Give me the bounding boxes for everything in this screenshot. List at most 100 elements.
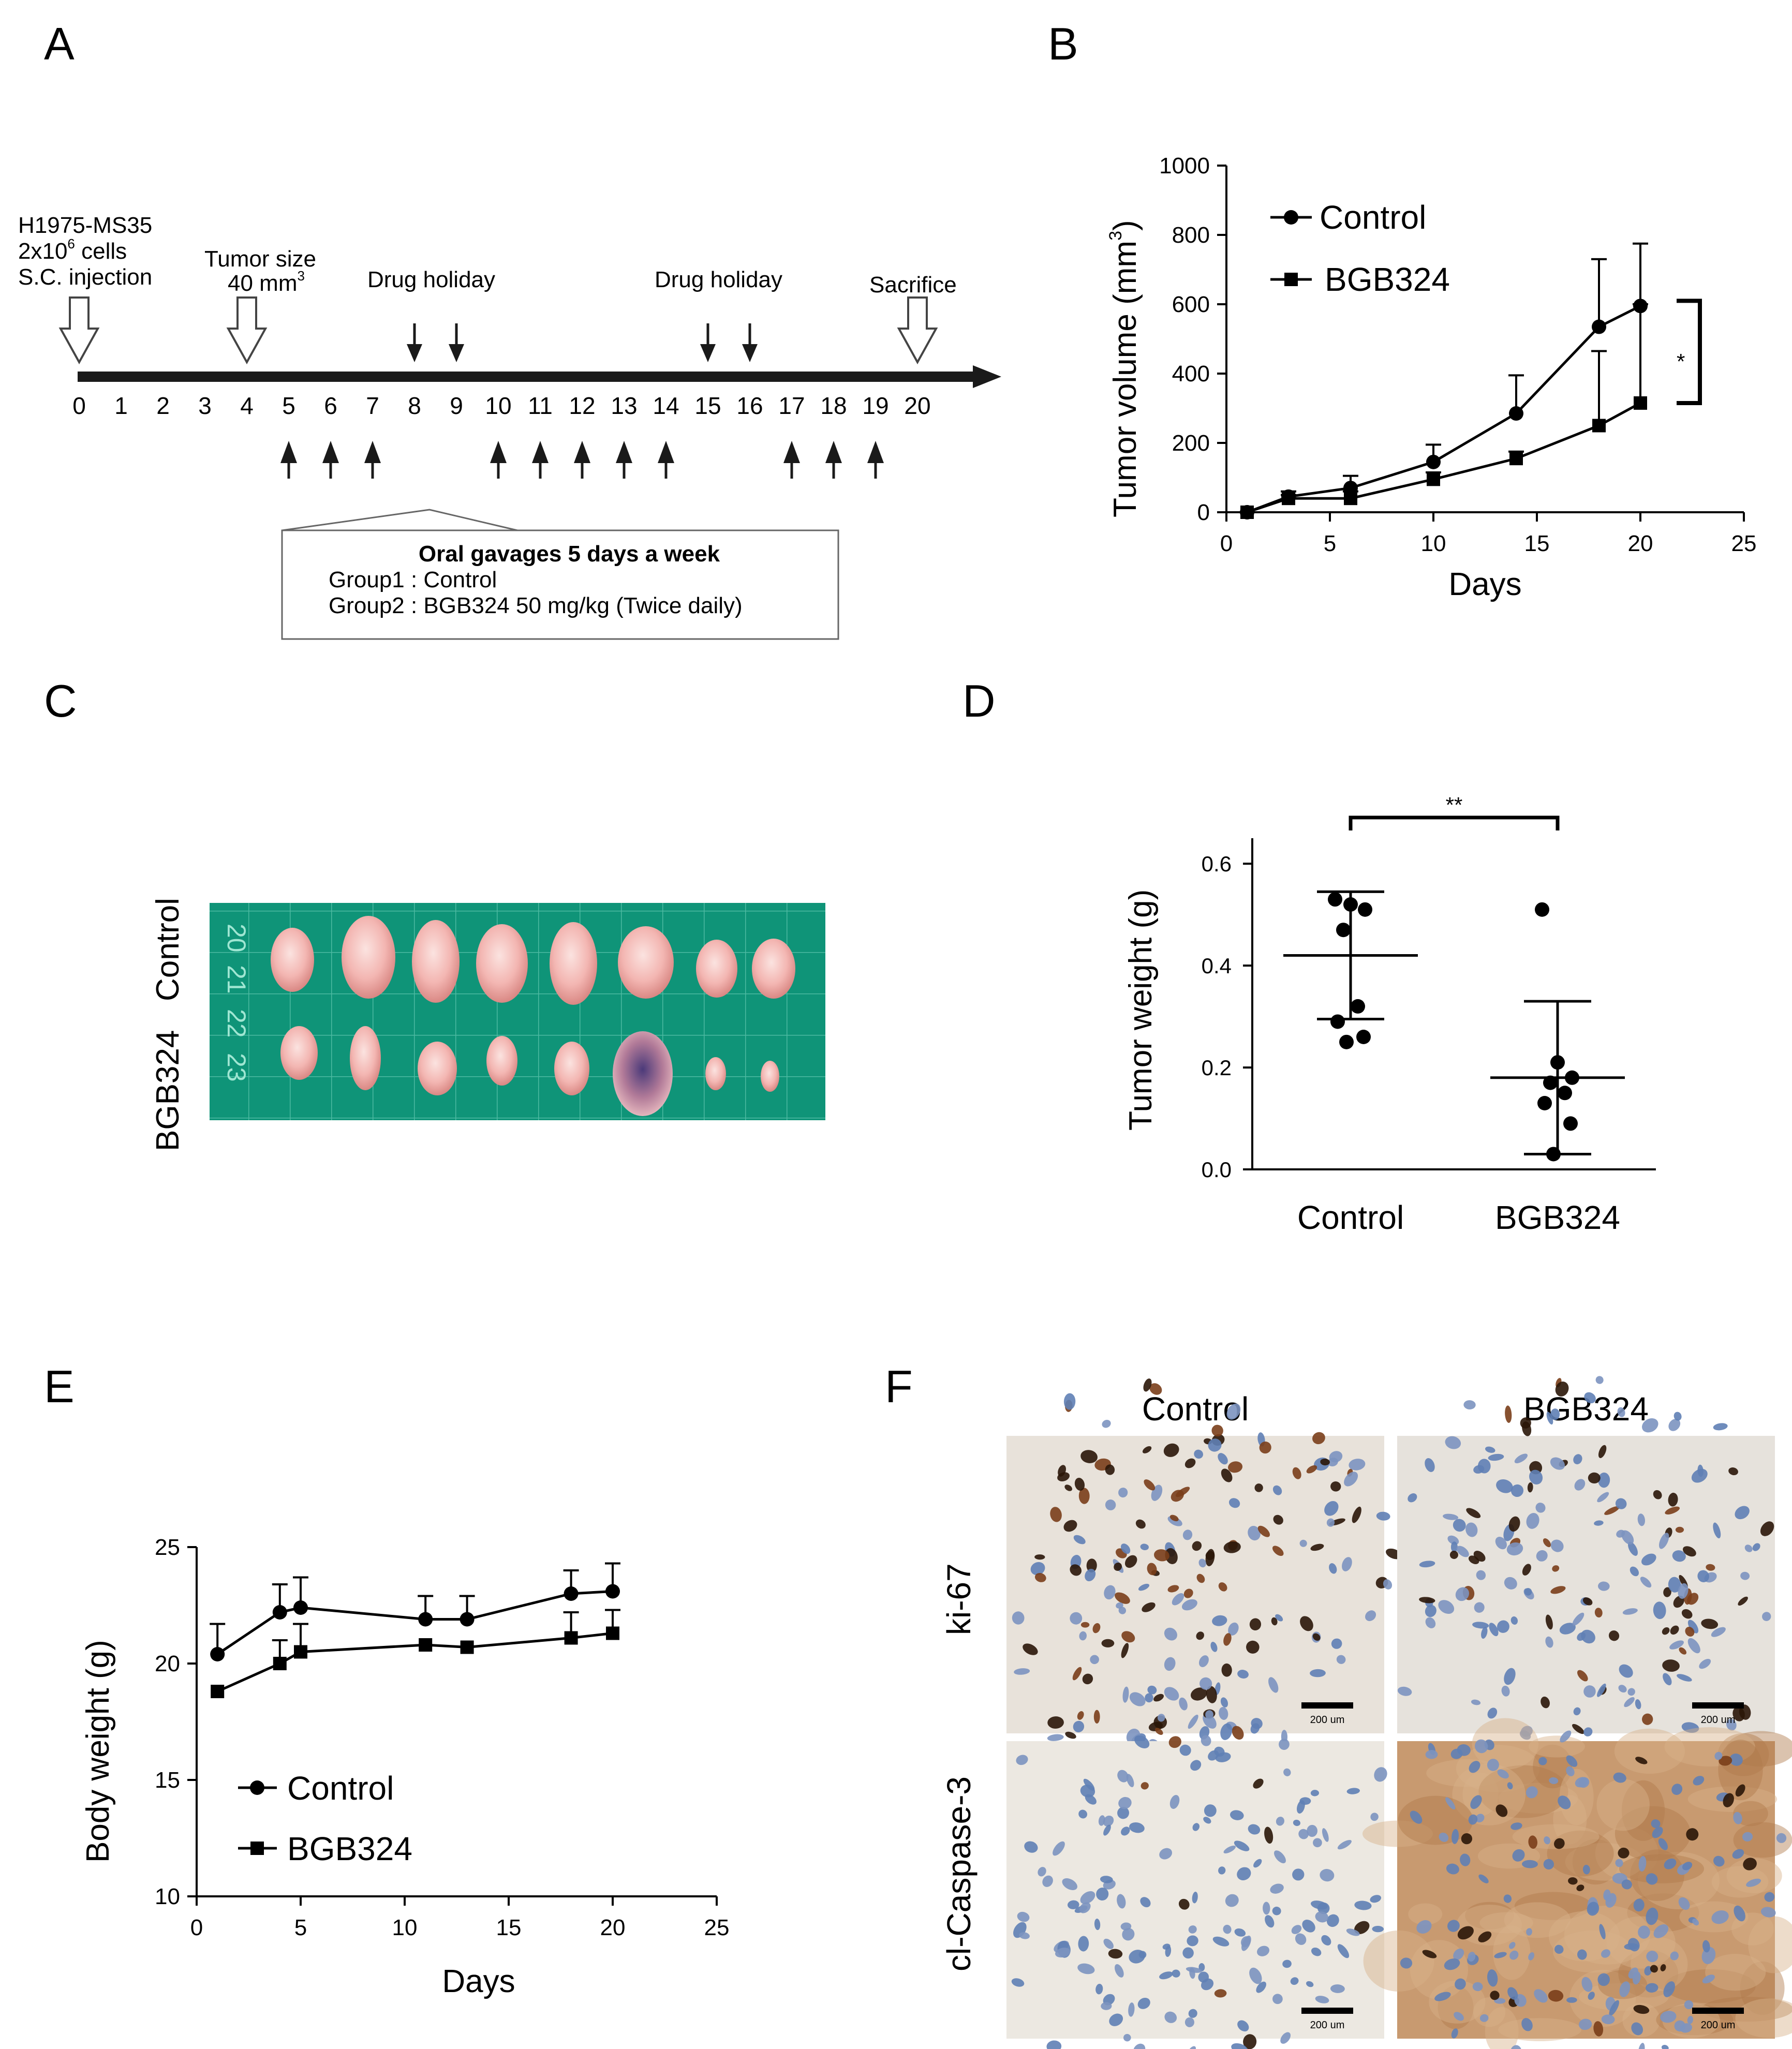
panel-label-c: C [44,675,77,726]
stain-patch [1717,1733,1769,1776]
cell-nucleus [1506,1542,1523,1556]
cell-nucleus [1550,1586,1566,1594]
cell-nucleus [1253,1778,1264,1789]
cell-nucleus [1057,1472,1070,1481]
scale-bar [1692,1702,1744,1709]
micrograph-background [1397,1436,1775,1733]
cell-nucleus [1365,1610,1376,1621]
cell-nucleus [1514,1453,1528,1464]
cell-nucleus [1179,1697,1188,1711]
cell-nucleus [1638,1925,1650,1939]
cell-nucleus [1583,1727,1593,1736]
tumor [618,926,674,999]
ihc-caspase-bgb324: 200 um [1362,1683,1792,2049]
cell-nucleus [1653,1601,1666,1620]
cell-nucleus [1214,1989,1227,1998]
cell-nucleus [1581,1977,1593,1992]
cell-nucleus [1121,1631,1135,1643]
cell-nucleus [1168,1736,1181,1748]
tumor [350,1026,381,1090]
cell-nucleus [1122,1928,1135,1941]
cell-nucleus [1507,1987,1518,2000]
cell-nucleus [1190,1687,1207,1701]
stain-patch [1631,1937,1688,1991]
day-label: 6 [324,392,337,419]
cell-nucleus [1164,1627,1177,1641]
day-label: 20 [904,392,930,419]
cell-nucleus [1312,1633,1321,1641]
cell-nucleus [1064,1484,1072,1491]
tumor [705,1057,726,1090]
cell-nucleus [1320,1458,1330,1466]
cell-nucleus [1651,1819,1661,1829]
stain-patch [1619,1854,1705,1883]
significance-marker: * [1677,349,1685,374]
dosing-arrowhead [322,441,339,463]
cell-nucleus [1133,2043,1146,2049]
data-point-bgb324 [1427,472,1440,486]
cell-nucleus [1454,2012,1464,2021]
scale-bar-label: 200 um [1701,2020,1736,2031]
cell-nucleus [1495,1804,1508,1817]
cell-nucleus [1100,1876,1113,1883]
data-point-control [418,1612,433,1627]
cell-nucleus [1265,1915,1275,1928]
ruler-20: 20 [222,924,251,953]
cell-nucleus [1221,1663,1232,1677]
cell-nucleus [1686,1828,1699,1841]
cell-nucleus [1624,1943,1639,1950]
cell-nucleus [1559,1623,1576,1635]
cell-nucleus [1470,1795,1482,1809]
data-point-control [293,1600,308,1615]
data-point-bgb324 [1240,506,1254,519]
cell-nucleus [1726,1718,1737,1731]
cell-nucleus [1354,1921,1370,1934]
cell-nucleus [1702,1940,1710,1953]
cell-nucleus [1228,1622,1239,1636]
cell-nucleus [1473,1551,1486,1562]
drug-holiday-label-1: Drug holiday [367,267,495,292]
data-point-bgb324 [211,1685,225,1698]
scale-bar-label: 200 um [1310,1714,1345,1726]
tumor-large [613,1031,673,1116]
cell-nucleus [1450,1748,1463,1759]
cell-nucleus [1135,1519,1146,1529]
cell-nucleus [1522,1860,1538,1868]
x-tick-label: 5 [294,1915,307,1940]
cell-nucleus [1549,1777,1559,1784]
data-point-bgb324 [1592,419,1606,433]
cell-nucleus [1641,1553,1656,1566]
cell-nucleus [1254,1483,1263,1492]
cell-nucleus [1658,1838,1668,1850]
cell-nucleus [1352,1506,1361,1523]
cell-nucleus [1594,1520,1604,1526]
cell-nucleus [1528,1835,1537,1849]
cell-nucleus [1450,1541,1458,1553]
cell-nucleus [1425,1458,1435,1472]
cell-nucleus [1497,1620,1509,1633]
cell-nucleus [1410,1810,1423,1824]
cell-nucleus [1478,1874,1489,1883]
ihc-ki67-bgb324: 200 um [1383,1376,1775,1798]
ruler-23: 23 [222,1053,251,1082]
cell-nucleus [1237,2020,1249,2032]
cell-nucleus [1621,1530,1634,1545]
cell-nucleus [1383,1579,1393,1590]
cell-nucleus [1555,1382,1569,1397]
data-point-bgb324 [273,1657,287,1670]
cell-nucleus [1573,1707,1581,1716]
cell-nucleus [1687,1620,1699,1634]
cell-nucleus [1733,1812,1742,1824]
cell-nucleus [1510,1616,1518,1625]
cell-nucleus [1668,1577,1681,1593]
cell-nucleus [1583,1685,1596,1698]
injection-line3: S.C. injection [18,264,152,290]
y-tick-label: 25 [155,1535,180,1560]
cell-nucleus [1521,2018,1533,2031]
cell-nucleus [1234,1840,1250,1851]
cell-nucleus [1159,1848,1173,1860]
cell-nucleus [1283,1768,1291,1776]
category-label: BGB324 [1495,1199,1620,1236]
cell-nucleus [1172,1593,1184,1606]
cell-nucleus [1541,1696,1550,1709]
